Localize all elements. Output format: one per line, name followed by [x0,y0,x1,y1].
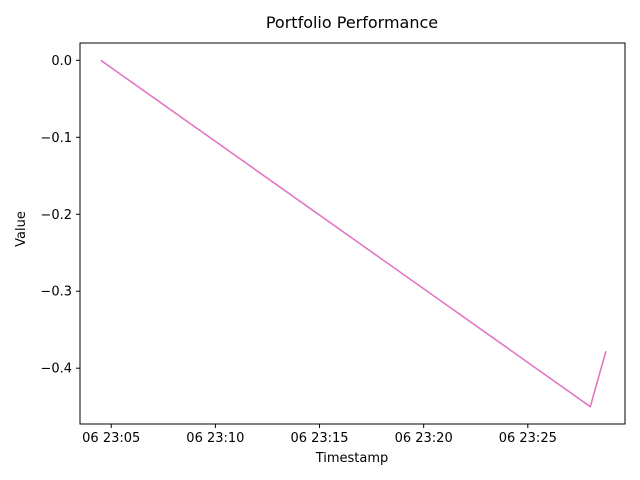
plot-area [79,42,626,425]
series-line-0 [100,59,607,408]
y-tick-label: 0.0 [51,54,72,69]
x-tick-label: 06 23:05 [82,431,140,446]
y-tick-label: −0.1 [40,131,72,146]
y-tick-label: −0.4 [40,362,72,377]
x-axis-label: Timestamp [315,451,389,466]
chart-title: Portfolio Performance [266,13,438,32]
x-axis: 06 23:05 06 23:10 06 23:15 06 23:20 06 23:25 [82,424,557,446]
x-tick-label: 06 23:15 [290,431,348,446]
y-tick-label: −0.2 [40,208,72,223]
x-tick-label: 06 23:20 [395,431,453,446]
y-axis: 0.0 −0.1 −0.2 −0.3 −0.4 [40,54,80,377]
x-tick-label: 06 23:10 [186,431,244,446]
y-tick-label: −0.3 [40,285,72,300]
y-axis-label: Value [14,211,29,247]
plot-frame [79,42,626,425]
x-tick-label: 06 23:25 [499,431,557,446]
